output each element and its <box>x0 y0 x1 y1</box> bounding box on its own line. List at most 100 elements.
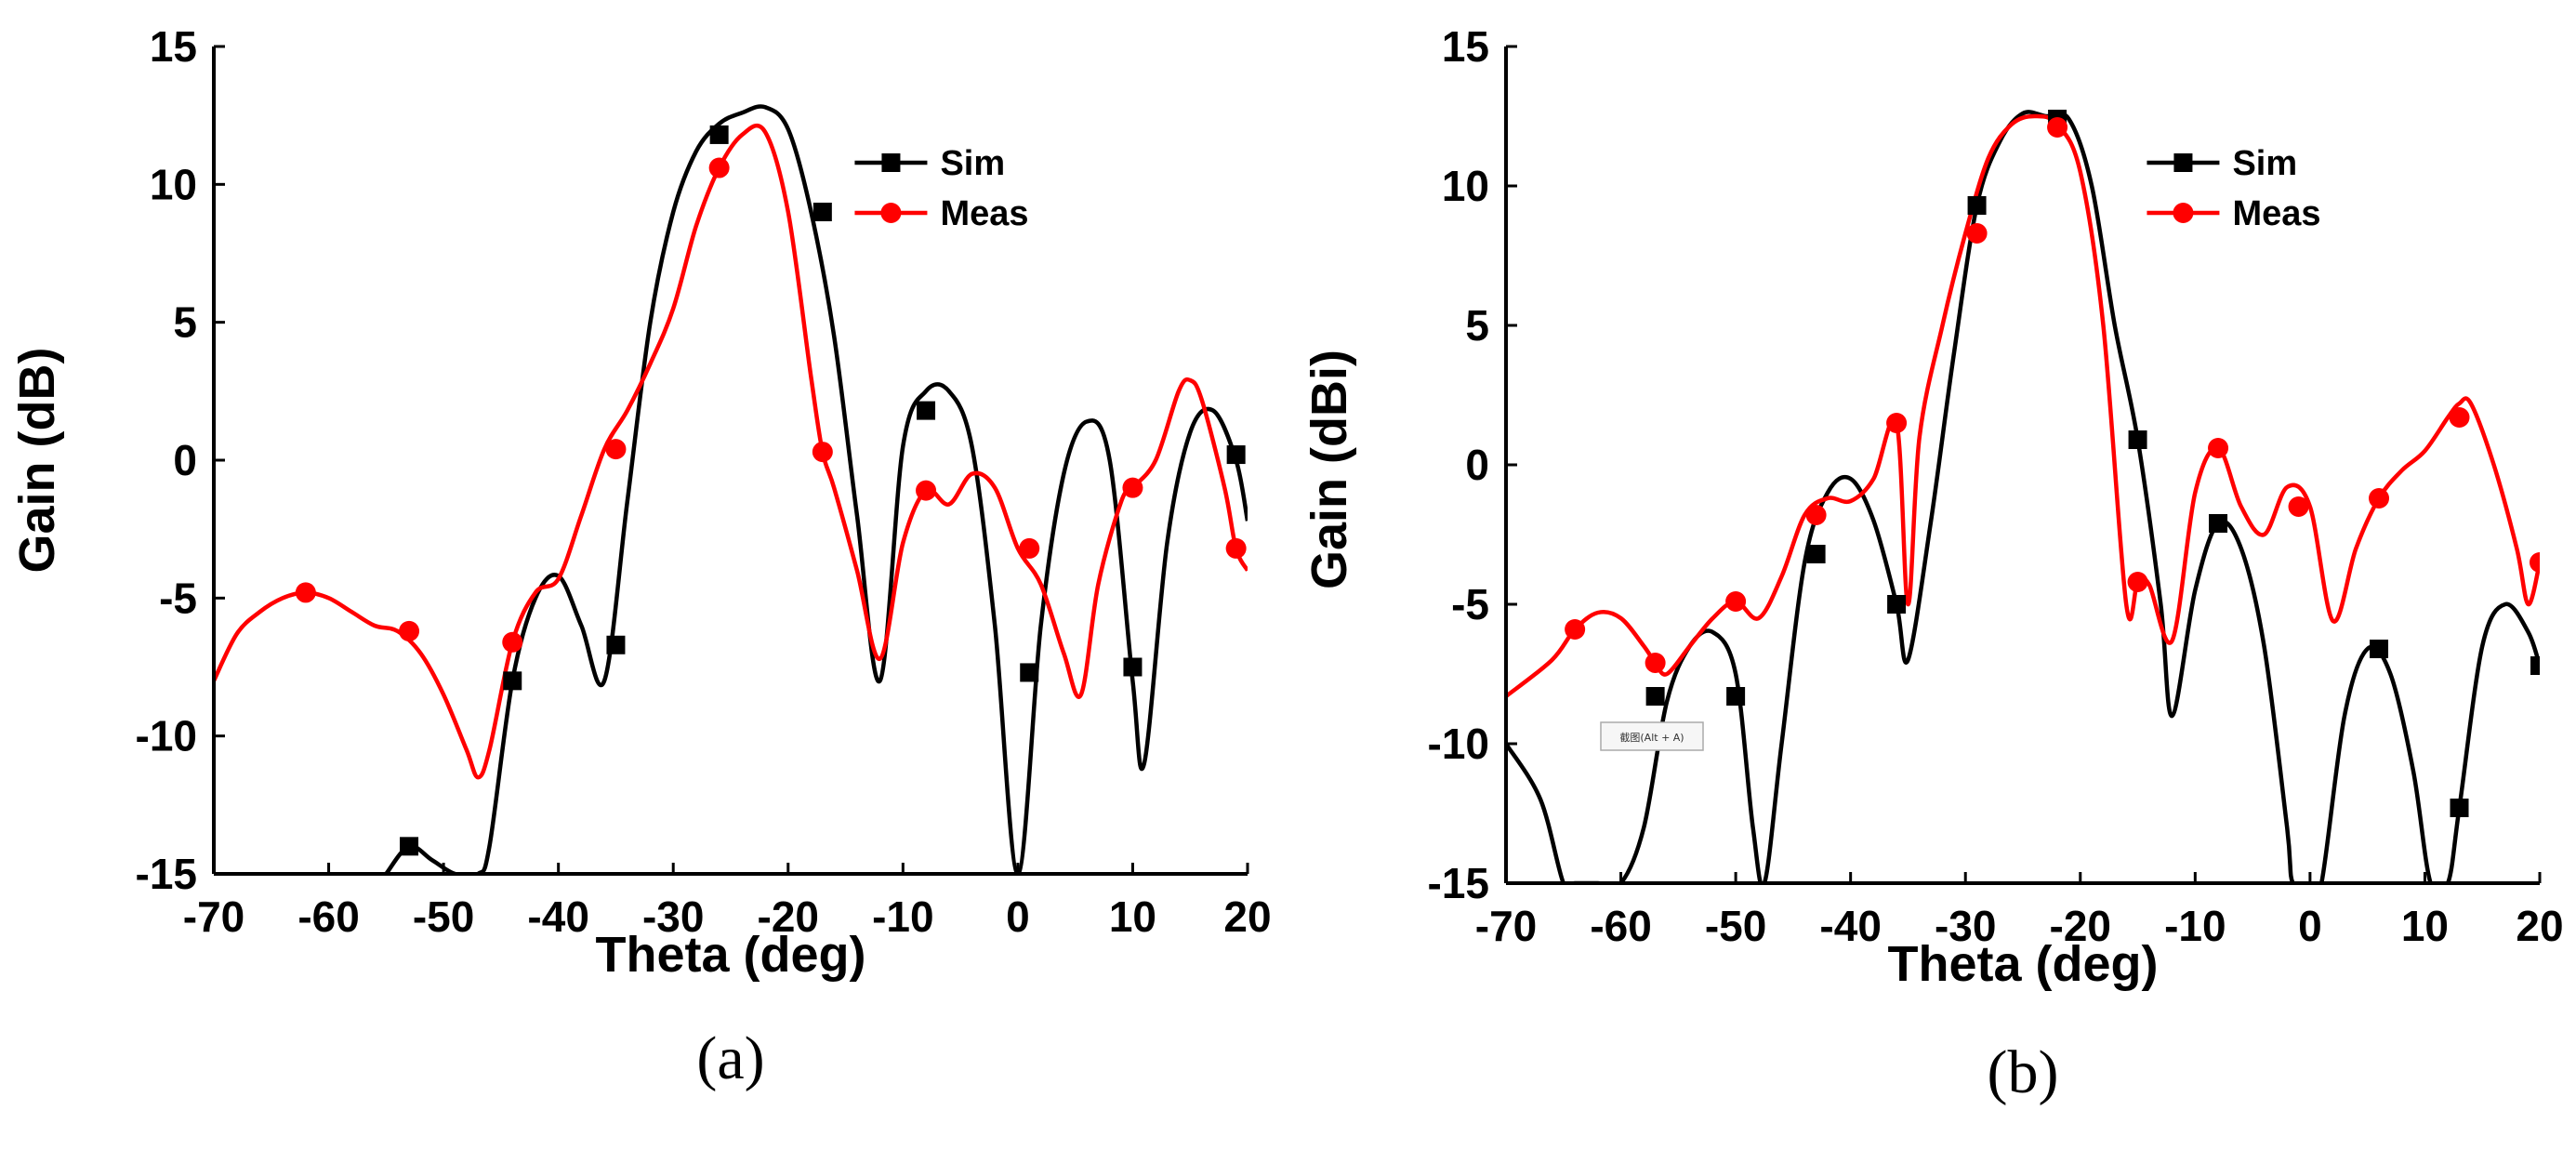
marker-b-meas-3 <box>1805 505 1827 525</box>
marker-b-sim-3 <box>1887 595 1907 614</box>
legend-label-a-0: Sim <box>940 144 1005 183</box>
y-tick-label-b-3: 0 <box>1465 441 1489 489</box>
marker-a-meas-8 <box>1122 477 1143 498</box>
marker-b-sim-1 <box>1726 687 1746 706</box>
tooltip-label: 截图(Alt + A) <box>1619 731 1684 744</box>
marker-a-sim-4 <box>812 203 832 221</box>
y-axis-title-a: Gain (dB) <box>9 348 65 574</box>
marker-a-sim-8 <box>1226 445 1246 465</box>
marker-a-sim-6 <box>1020 663 1039 682</box>
marker-a-meas-3 <box>605 439 627 460</box>
legend-marker-a-1 <box>880 203 902 223</box>
marker-b-meas-6 <box>2047 117 2068 138</box>
x-tick-label-b-9: 20 <box>2516 902 2563 950</box>
x-tick-label-b-8: 10 <box>2401 902 2449 950</box>
x-tick-label-a-5: -20 <box>758 892 819 941</box>
x-tick-label-a-3: -40 <box>527 892 588 941</box>
x-tick-label-b-7: 0 <box>2298 902 2322 950</box>
marker-b-sim-6 <box>2128 430 2147 449</box>
marker-layer-a <box>295 125 1247 856</box>
marker-a-sim-1 <box>503 671 522 691</box>
y-tick-label-b-0: 15 <box>1442 22 1489 71</box>
legend-label-b-0: Sim <box>2232 144 2297 183</box>
marker-a-sim-2 <box>606 635 626 654</box>
y-tick-label-a-5: -10 <box>136 712 197 760</box>
y-tick-labels-a: 15 10 5 0 -5 -10 -15 <box>136 22 197 898</box>
x-axis-title-b: Theta (deg) <box>1888 936 2159 992</box>
x-tick-label-b-4: -30 <box>1935 902 1996 950</box>
screenshot-tooltip: 截图(Alt + A) <box>1600 721 1704 751</box>
series-layer-a <box>214 104 1248 874</box>
y-axis-title-b: Gain (dBi) <box>1301 350 1357 589</box>
y-tick-label-b-5: -10 <box>1428 720 1489 768</box>
x-tick-label-a-2: -50 <box>413 892 474 941</box>
y-tick-label-b-2: 5 <box>1465 301 1489 350</box>
marker-b-meas-10 <box>2369 488 2390 509</box>
x-tick-label-a-6: -10 <box>872 892 933 941</box>
y-tick-label-a-3: 0 <box>173 436 197 484</box>
axes-frame-a <box>212 45 1249 876</box>
marker-a-meas-9 <box>1225 537 1247 559</box>
marker-a-sim-3 <box>709 125 729 144</box>
marker-layer-b <box>1565 110 2540 817</box>
marker-b-sim-0 <box>1645 687 1665 706</box>
x-tick-label-b-0: -70 <box>1475 902 1537 950</box>
x-tick-label-a-9: 20 <box>1223 892 1271 941</box>
x-tick-label-b-6: -10 <box>2164 902 2226 950</box>
marker-a-meas-1 <box>399 620 420 641</box>
series-line-a-meas <box>214 123 1248 780</box>
y-tick-label-a-2: 5 <box>173 298 197 347</box>
marker-b-sim-10 <box>2530 656 2540 675</box>
marker-a-meas-6 <box>916 480 937 501</box>
marker-b-sim-2 <box>1806 545 1826 563</box>
x-tick-label-b-2: -50 <box>1705 902 1766 950</box>
x-tick-label-a-0: -70 <box>183 892 244 941</box>
marker-a-meas-7 <box>1019 537 1040 559</box>
y-tick-label-a-6: -15 <box>136 850 197 898</box>
marker-b-meas-5 <box>1966 223 1988 244</box>
x-tick-label-b-3: -40 <box>1819 902 1881 950</box>
marker-a-sim-5 <box>917 401 936 420</box>
legend-marker-b-1 <box>2173 203 2194 223</box>
x-axis-title-a: Theta (deg) <box>596 927 866 983</box>
y-tick-label-b-6: -15 <box>1428 859 1489 907</box>
x-tick-label-b-5: -20 <box>2050 902 2111 950</box>
marker-a-sim-0 <box>400 837 419 856</box>
legend-label-a-1: Meas <box>940 194 1028 233</box>
x-tick-label-a-1: -60 <box>297 892 359 941</box>
y-tick-labels-b: 15 10 5 0 -5 -10 -15 <box>1428 22 1489 907</box>
x-tick-label-a-8: 10 <box>1109 892 1156 941</box>
marker-b-meas-8 <box>2208 438 2229 458</box>
marker-b-meas-7 <box>2127 572 2148 592</box>
axes-frame-b <box>1504 45 2542 885</box>
marker-b-meas-2 <box>1725 591 1747 612</box>
y-tick-label-a-4: -5 <box>159 574 197 622</box>
x-tick-label-a-4: -30 <box>642 892 704 941</box>
y-tick-label-a-0: 15 <box>150 22 197 71</box>
chart-a: 15 10 5 0 -5 -10 -15 -70 -60 -50 -40 -30 -20 -10 0 10 2… <box>9 22 1272 1092</box>
marker-b-sim-9 <box>2450 799 2469 817</box>
y-tick-label-b-4: -5 <box>1451 580 1489 628</box>
x-tick-labels-a: -70 -60 -50 -40 -30 -20 -10 0 10 20 <box>183 892 1272 941</box>
marker-b-meas-4 <box>1886 413 1908 433</box>
marker-a-meas-2 <box>502 631 523 653</box>
series-line-b-meas <box>1506 113 2540 698</box>
legend-b: Sim Meas <box>2147 144 2321 233</box>
marker-b-meas-11 <box>2449 407 2470 428</box>
legend-a: Sim Meas <box>854 144 1029 233</box>
legend-marker-b-0 <box>2173 153 2193 172</box>
caption-a: (a) <box>696 1024 764 1092</box>
x-tick-label-b-1: -60 <box>1590 902 1651 950</box>
y-tick-label-b-1: 10 <box>1442 162 1489 210</box>
marker-b-meas-1 <box>1645 653 1666 673</box>
y-tick-label-a-1: 10 <box>150 160 197 208</box>
marker-b-sim-4 <box>1967 196 1987 215</box>
x-tick-labels-b: -70 -60 -50 -40 -30 -20 -10 0 10 20 <box>1475 902 2564 950</box>
series-line-a-sim <box>384 104 1248 874</box>
caption-b: (b) <box>1988 1038 2059 1106</box>
marker-a-sim-7 <box>1123 657 1143 677</box>
marker-b-sim-7 <box>2209 514 2228 533</box>
marker-a-meas-4 <box>708 157 730 178</box>
chart-b: 15 10 5 0 -5 -10 -15 -70 -60 -50 -40 -30 -20 -10 0 10 2… <box>1301 22 2564 1106</box>
